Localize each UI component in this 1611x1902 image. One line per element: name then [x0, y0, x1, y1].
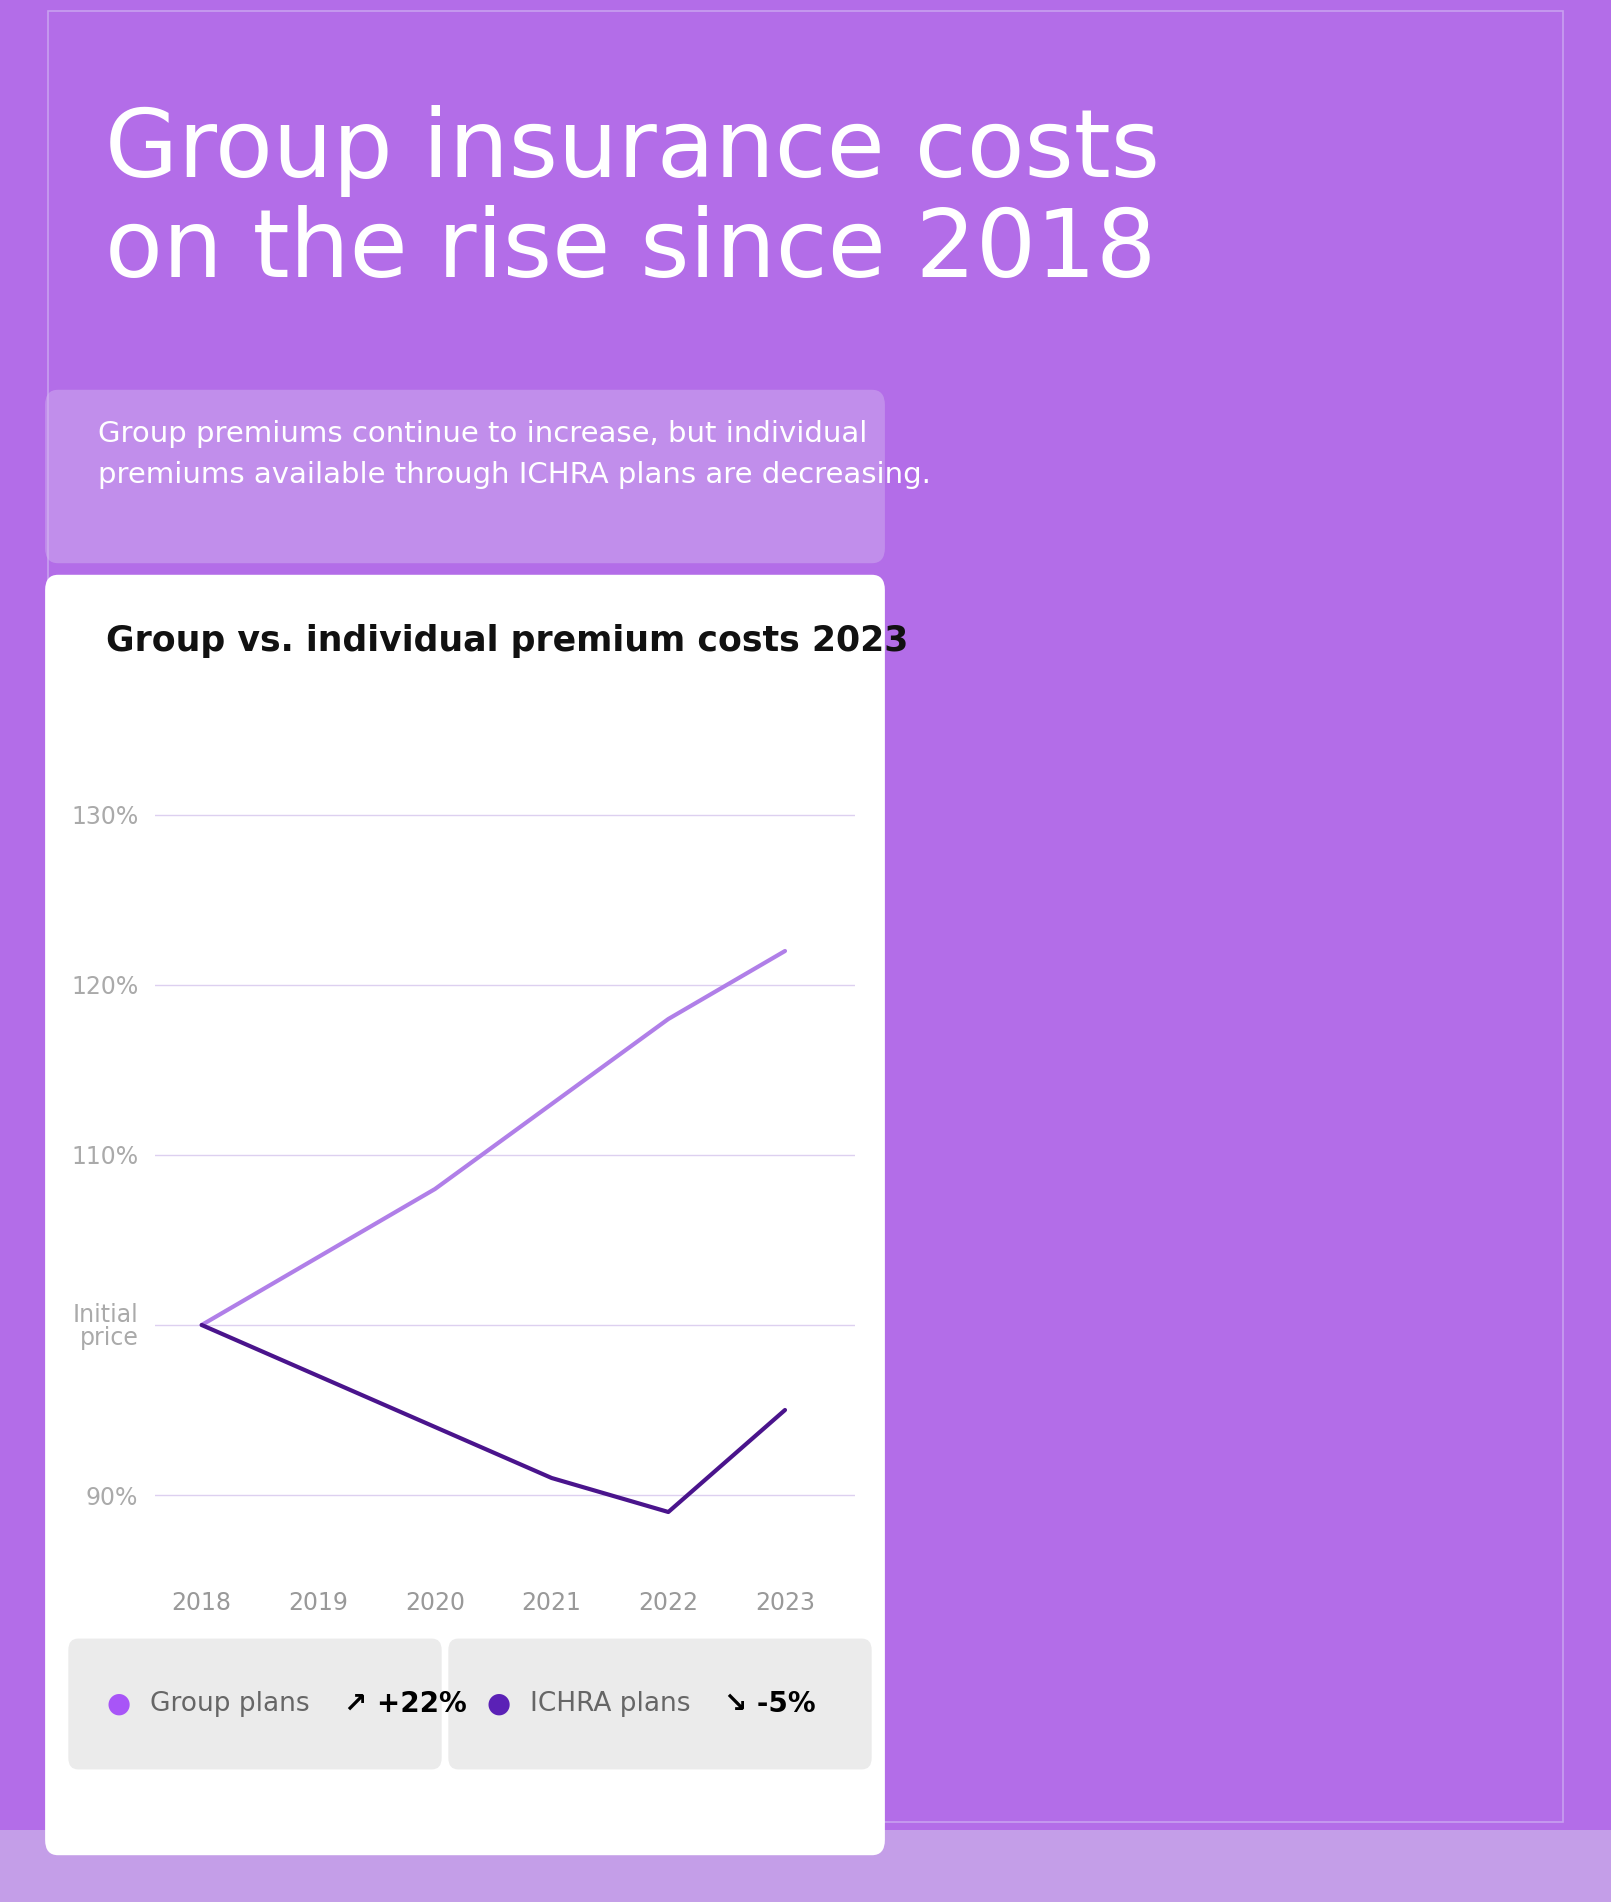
- Text: Group plans: Group plans: [150, 1691, 311, 1718]
- Text: Group vs. individual premium costs 2023: Group vs. individual premium costs 2023: [106, 624, 909, 658]
- Text: ●: ●: [106, 1691, 130, 1718]
- Text: Group insurance costs
on the rise since 2018: Group insurance costs on the rise since …: [105, 105, 1160, 297]
- Text: ●: ●: [487, 1691, 511, 1718]
- Text: ↘ -5%: ↘ -5%: [723, 1691, 815, 1718]
- Text: ↗ +22%: ↗ +22%: [343, 1691, 467, 1718]
- Text: ICHRA plans: ICHRA plans: [530, 1691, 691, 1718]
- Text: Group premiums continue to increase, but individual
premiums available through I: Group premiums continue to increase, but…: [98, 420, 931, 489]
